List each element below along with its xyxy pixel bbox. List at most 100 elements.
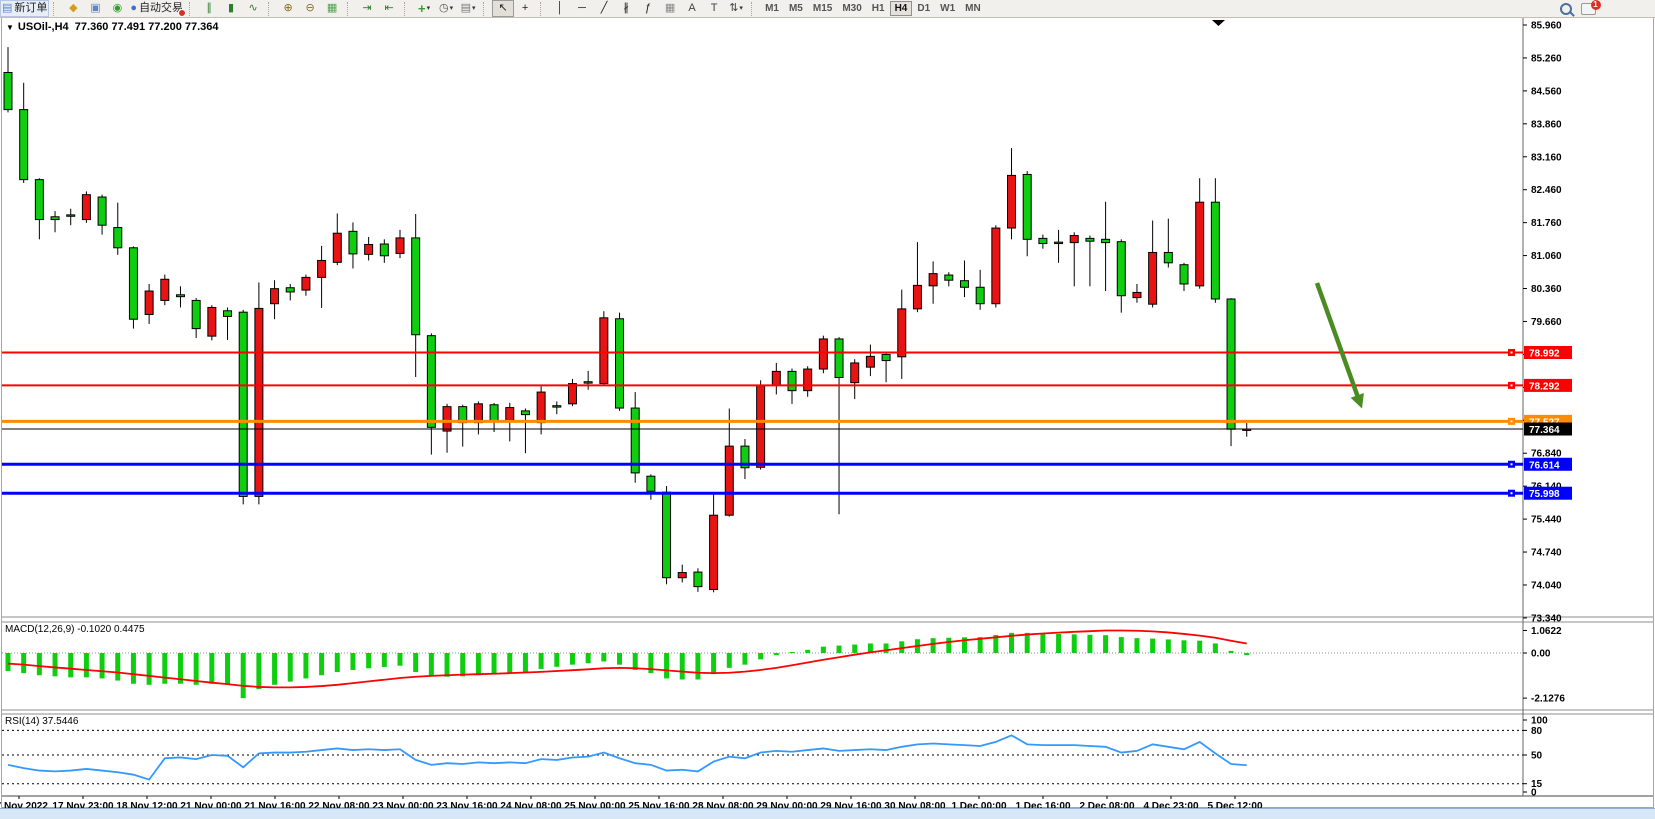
bar-chart-icon[interactable]: ∥ [198,0,220,17]
candle-body [693,571,703,588]
candle-body [630,407,640,474]
candle-body [834,338,844,378]
price-tick-label: 74.040 [1531,580,1562,591]
timeframe-button-m30[interactable]: M30 [842,3,862,14]
period-button[interactable]: ◷ ▾ [435,0,457,17]
candle-body [1210,201,1220,300]
price-tick-label: 85.260 [1531,53,1562,64]
candle-body [254,307,264,497]
chat-icon[interactable]: 1 [1577,0,1601,17]
zoom-out-icon[interactable]: ⊖ [299,0,321,17]
candle-body [505,407,515,421]
chart-shift-marker[interactable] [1212,20,1225,26]
toolbar: ▤ 新订单 ◆ ▣ ◉ ● 自动交易 ∥ ▮ ∿ ⊕ ⊖ ▦ ⇥ ⇤ + ▾ ◷ ▾ ▤ ▾ ↖ + │ ─ ╱ ∦ ƒ ▦ A T ⇅ ▾ M1… [0,0,1655,18]
timeframe-button-m5[interactable]: M5 [788,3,803,14]
candle-body [677,572,687,579]
rsi-axis-label: 100 [1531,716,1548,727]
candle-body [191,299,201,330]
chart-shift-icon[interactable]: ⇤ [378,0,400,17]
time-tick-label: 25 Nov 16:00 [628,801,690,812]
candle-body [928,273,938,287]
template-icon: ▤ [460,2,471,14]
arrow-annotation[interactable] [1314,282,1361,400]
candle-body [1195,201,1205,287]
timeframe-button-mn[interactable]: MN [965,3,981,14]
candlestick-chart-icon[interactable]: ▮ [220,0,242,17]
price-tick-label: 79.660 [1531,317,1562,328]
new-chart-window-icon[interactable]: ▣ [84,0,106,17]
horizontal-line-icon[interactable]: ─ [571,0,593,17]
candle-body [144,290,154,316]
candle-body [850,362,860,384]
signal-icon[interactable]: ◉ [106,0,128,17]
auto-trading-icon: ● [130,2,138,14]
candle-body [1148,251,1158,305]
candle-body [881,353,891,362]
auto-trading-button[interactable]: ● 自动交易 [128,0,187,17]
search-icon[interactable] [1555,0,1577,17]
candle-body [536,391,546,424]
candle-body [3,71,13,111]
equidistant-channel-icon[interactable]: ∦ [615,0,637,17]
candle-body [520,410,530,416]
time-tick-label: 30 Nov 08:00 [884,801,946,812]
rsi-indicator-label: RSI(14) 37.5446 [5,716,79,727]
new-chart-window-icon: ▣ [90,2,101,14]
timeframe-button-h4[interactable]: H4 [889,1,913,16]
line-handle-dot [1510,492,1513,495]
current-price-label [1524,422,1572,436]
candle-body [662,491,672,579]
vertical-line-icon[interactable]: │ [549,0,571,17]
timeframe-button-m1[interactable]: M1 [765,3,779,14]
time-tick-label: 2 Dec 08:00 [1079,801,1134,812]
candle-body [473,403,483,424]
grid-icon[interactable]: ▦ [659,0,681,17]
add-indicator-button[interactable]: + ▾ [413,0,435,17]
chevron-down-icon: ▾ [739,5,743,12]
crosshair-icon[interactable]: + [514,0,536,17]
price-tick-label: 84.560 [1531,86,1562,97]
status-bar [0,808,1655,819]
candle-body [1116,241,1126,297]
fibonacci-icon[interactable]: ƒ [637,0,659,17]
toolbar-separator [53,1,59,16]
chart-title-dropdown-icon[interactable]: ▼ [6,23,14,32]
price-tick-label: 74.740 [1531,548,1562,559]
label-icon[interactable]: T [703,0,725,17]
zoom-in-icon[interactable]: ⊕ [277,0,299,17]
template-button[interactable]: ▤ ▾ [457,0,479,17]
trendline-icon[interactable]: ╱ [593,0,615,17]
candle-body [442,406,452,432]
candle-body [959,280,969,288]
notification-badge: 1 [1590,0,1601,10]
timeframe-button-w1[interactable]: W1 [940,3,956,14]
candle-body [1132,291,1142,299]
macd-indicator-label: MACD(12,26,9) -0.1020 0.4475 [5,624,145,635]
candle-body [426,335,436,428]
auto-scroll-icon[interactable]: ⇥ [356,0,378,17]
line-chart-icon[interactable]: ∿ [242,0,264,17]
candle-body [1007,174,1017,229]
shapes-button[interactable]: ⇅ ▾ [725,0,747,17]
market-watch-icon[interactable]: ◆ [62,0,84,17]
cursor-icon[interactable]: ↖ [492,0,515,17]
candle-body [724,445,734,516]
fibonacci-icon: ƒ [645,2,652,14]
candle-body [1101,238,1111,244]
timeframe-button-m15[interactable]: M15 [812,3,833,14]
auto-scroll-icon: ⇥ [362,2,372,14]
new-order-button[interactable]: ▤ 新订单 [0,0,50,17]
candle-body [975,286,985,305]
text-icon[interactable]: A [681,0,703,17]
timeframe-button-d1[interactable]: D1 [917,3,931,14]
timeframe-button-h1[interactable]: H1 [871,3,885,14]
auto-trading-button-label: 自动交易 [139,2,184,14]
candle-body [1085,237,1095,242]
signal-icon: ◉ [112,2,123,14]
auto-trading-status-dot [178,9,187,17]
tile-windows-icon[interactable]: ▦ [321,0,343,17]
time-tick-label: 18 Nov 12:00 [116,801,178,812]
price-tick-label: 81.060 [1531,251,1562,262]
candle-body [646,475,656,492]
